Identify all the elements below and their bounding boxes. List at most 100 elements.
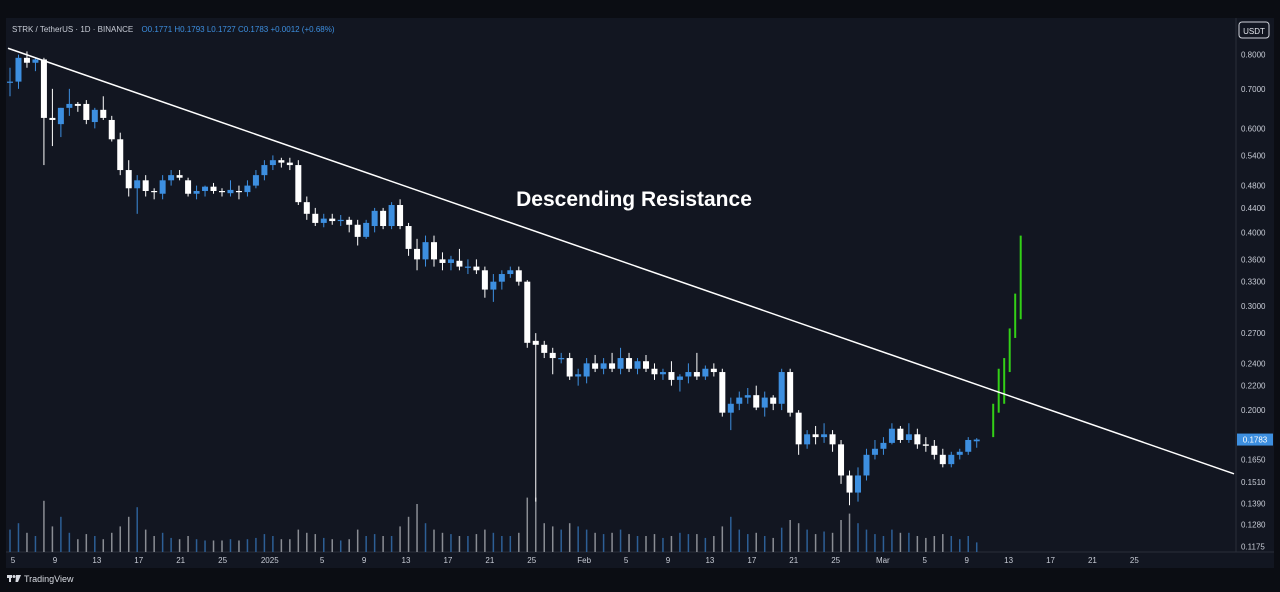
volume-bar	[390, 536, 393, 552]
time-tick-label: 21	[485, 556, 494, 565]
candle-body	[804, 434, 811, 445]
candle	[303, 196, 310, 220]
last-price-box	[1237, 433, 1273, 446]
time-tick-label: 25	[1130, 556, 1139, 565]
volume-bar	[585, 529, 588, 552]
price-axis-ticks: 0.8000 0.7000 0.6000 0.5400 0.4800 0.4400 0.40…	[1241, 51, 1266, 552]
candle	[736, 391, 743, 411]
candle	[515, 266, 522, 286]
volume-bar	[60, 516, 62, 552]
volume-bar	[127, 516, 130, 552]
volume-bar	[628, 534, 630, 552]
candle-body	[880, 442, 887, 449]
candle	[795, 410, 802, 455]
candle	[371, 207, 378, 233]
candle	[575, 368, 582, 386]
time-axis-panel[interactable]	[6, 552, 1274, 568]
volume-bar	[153, 536, 155, 552]
candle	[685, 363, 692, 384]
time-tick-label: 17	[1046, 556, 1055, 565]
currency-button[interactable]: USDT	[1238, 21, 1270, 39]
candle	[363, 219, 370, 239]
candle-body	[744, 395, 751, 398]
candle	[7, 67, 13, 97]
candle-body	[380, 210, 387, 227]
candle-body	[7, 81, 13, 83]
price-axis-panel[interactable]	[1236, 18, 1274, 552]
volume-bar	[653, 534, 656, 552]
volume-bar	[797, 523, 800, 552]
candle	[727, 397, 734, 431]
last-price-label: 0.1783	[1243, 436, 1268, 445]
candle-body	[592, 363, 599, 369]
volume-bar	[178, 539, 181, 552]
volume-bar	[102, 539, 105, 552]
volume-bar	[823, 531, 825, 552]
volume-bar	[484, 529, 486, 552]
volume-bar	[289, 539, 291, 552]
candle	[846, 470, 853, 506]
candle-body	[422, 242, 429, 260]
candle-body	[74, 103, 81, 106]
descending-resistance-line[interactable]	[7, 47, 1235, 475]
candle	[176, 170, 183, 181]
candle-body	[244, 185, 251, 193]
volume-bar	[331, 539, 333, 552]
candle	[278, 157, 285, 168]
plot-area[interactable]	[6, 18, 1236, 552]
time-tick-label: 9	[53, 556, 58, 565]
volume-bar	[687, 534, 690, 552]
volume-bar	[356, 529, 359, 552]
candle	[880, 437, 887, 455]
time-tick-label: 13	[705, 556, 714, 565]
volume-bar	[738, 529, 741, 552]
candle	[744, 388, 751, 404]
volume-bar	[848, 513, 851, 552]
candle	[134, 175, 141, 214]
candle-body	[693, 372, 700, 377]
candle-body	[719, 372, 726, 413]
volume-bar	[568, 523, 571, 552]
candle	[804, 430, 811, 449]
candle	[753, 385, 760, 411]
time-tick-label: 13	[1004, 556, 1013, 565]
time-tick-label: 13	[402, 556, 411, 565]
candle-body	[914, 434, 921, 445]
candle-body	[659, 372, 666, 375]
volume-bar	[433, 529, 435, 552]
candle-body	[634, 361, 641, 369]
projection-candles	[992, 235, 1022, 438]
volume-bar	[560, 529, 562, 552]
volume-bar	[424, 523, 427, 552]
candle-body	[286, 162, 293, 166]
time-tick-label: 5	[11, 556, 16, 565]
candle-body	[931, 445, 938, 455]
volume-bar	[857, 523, 859, 552]
candle	[414, 238, 421, 271]
candle-body	[66, 103, 73, 108]
volume-bar	[306, 532, 308, 552]
volume-bar	[246, 539, 249, 552]
volume-bar	[679, 532, 681, 552]
tradingview-brand[interactable]: TradingView	[7, 574, 74, 584]
candle	[659, 368, 666, 380]
volume-bar	[713, 536, 715, 552]
candle-body	[151, 190, 158, 193]
candle-body	[91, 109, 98, 123]
candle	[295, 160, 302, 206]
candle	[948, 451, 955, 468]
candle	[329, 213, 336, 225]
candle-body	[600, 363, 607, 369]
currency-button-frame[interactable]	[1238, 21, 1270, 39]
candle	[354, 219, 361, 246]
time-tick-label: 21	[789, 556, 798, 565]
time-tick-label: 21	[176, 556, 185, 565]
volume-bar	[221, 540, 223, 552]
candle	[897, 425, 904, 443]
volume-bar	[119, 526, 121, 552]
candle-body	[431, 242, 437, 260]
price-tick-label: 0.1510	[1241, 478, 1266, 487]
price-tick-label: 0.4800	[1241, 182, 1266, 191]
